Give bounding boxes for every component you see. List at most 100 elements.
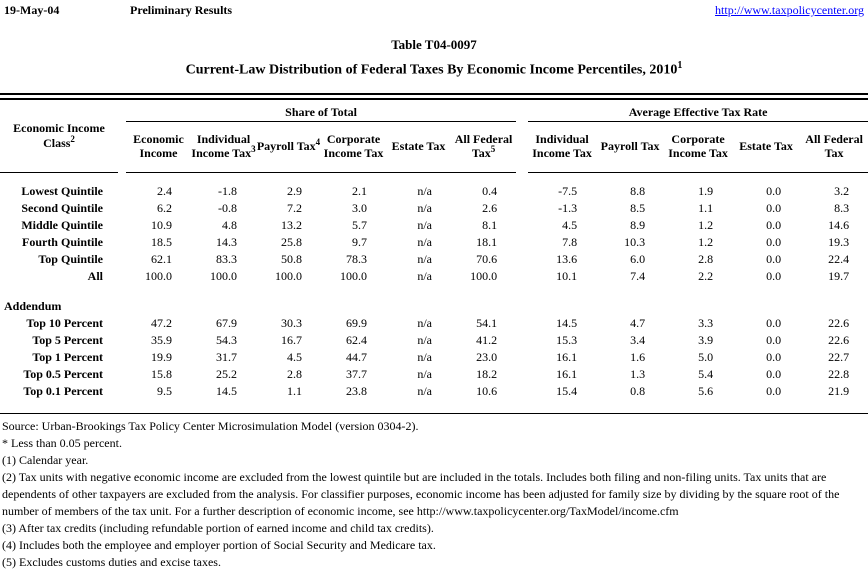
data-cell-rate: 21.9 xyxy=(828,383,850,398)
data-cell-rate: 8.5 xyxy=(630,200,646,215)
data-cell-rate: 2.8 xyxy=(698,251,714,266)
data-cell-rate: 22.6 xyxy=(828,315,850,330)
footnote: Source: Urban-Brookings Tax Policy Cente… xyxy=(2,418,419,433)
data-cell-rate: 0.0 xyxy=(766,234,782,249)
data-cell-rate: 3.2 xyxy=(834,183,850,198)
data-cell-rate: 3.9 xyxy=(698,332,714,347)
data-cell-share: 10.6 xyxy=(476,383,498,398)
row-label: Top 0.5 Percent xyxy=(23,366,103,381)
data-cell-rate: 15.4 xyxy=(556,383,578,398)
data-cell-rate: -7.5 xyxy=(558,183,578,198)
data-cell-rate: 3.3 xyxy=(698,315,714,330)
gap-cell xyxy=(516,349,528,366)
data-cell-share: 25.8 xyxy=(281,234,302,249)
data-cell-rate: 19.3 xyxy=(828,234,850,249)
data-cell-share: 2.1 xyxy=(352,183,367,198)
column-header: Economic Income xyxy=(126,121,191,173)
data-cell-share: 18.2 xyxy=(476,366,498,381)
row-header-economic-income-class: Economic Income Class2 xyxy=(0,99,118,173)
data-cell-rate: 22.8 xyxy=(828,366,850,381)
data-cell-share: 83.3 xyxy=(216,251,237,266)
data-cell-share: 4.8 xyxy=(222,217,237,232)
site-url-link[interactable]: http://www.taxpolicycenter.org xyxy=(715,3,864,17)
footnote: * Less than 0.05 percent. xyxy=(2,435,122,450)
data-cell-share: 41.2 xyxy=(476,332,498,347)
data-cell-share: 62.1 xyxy=(151,251,172,266)
group-header-share-of-total: Share of Total xyxy=(126,99,517,122)
data-cell-share: 67.9 xyxy=(216,315,237,330)
data-cell-share: 54.3 xyxy=(216,332,237,347)
data-cell-share: 2.9 xyxy=(287,183,302,198)
data-cell-rate: 5.0 xyxy=(698,349,714,364)
table-row: Top 1 Percent 19.9 31.7 4.5 44.7 n/a 23.0 16.1 1… xyxy=(0,349,868,366)
data-cell-share: 100.0 xyxy=(210,268,237,283)
data-cell-rate: 10.1 xyxy=(556,268,578,283)
column-header: Corporate Income Tax xyxy=(664,121,733,173)
data-cell-rate: 1.9 xyxy=(698,183,714,198)
date-label: 19-May-04 xyxy=(4,3,60,17)
data-cell-share: 47.2 xyxy=(151,315,172,330)
gap-cell xyxy=(516,315,528,332)
data-cell-share: 50.8 xyxy=(281,251,302,266)
data-cell-share: 35.9 xyxy=(151,332,172,347)
row-label: Lowest Quintile xyxy=(21,183,103,198)
data-cell-share: 19.9 xyxy=(151,349,172,364)
gap-cell xyxy=(118,183,126,200)
data-cell-share: 1.1 xyxy=(287,383,302,398)
gap-cell xyxy=(516,200,528,217)
gap-cell xyxy=(118,251,126,268)
gap-cell xyxy=(118,268,126,285)
footnote: (5) Excludes customs duties and excise t… xyxy=(2,554,221,569)
data-cell-share: 7.2 xyxy=(287,200,302,215)
table-title-superscript: 1 xyxy=(677,60,683,71)
data-cell-share: 100.0 xyxy=(470,268,498,283)
data-cell-rate: 0.0 xyxy=(766,200,782,215)
data-cell-rate: 8.8 xyxy=(630,183,646,198)
column-header: Corporate Income Tax xyxy=(321,121,386,173)
column-header: All Federal Tax xyxy=(800,121,868,173)
table-row: Fourth Quintile 18.5 14.3 25.8 9.7 n/a 18.1 7.8… xyxy=(0,234,868,251)
data-cell-share: n/a xyxy=(417,366,432,381)
data-cell-share: 9.5 xyxy=(157,383,172,398)
table-header: Economic Income Class2 Share of Total Aver… xyxy=(0,99,868,173)
gap-cell xyxy=(118,315,126,332)
data-cell-rate: 0.0 xyxy=(766,183,782,198)
top-double-rule xyxy=(0,92,868,100)
data-cell-share: 100.0 xyxy=(340,268,367,283)
data-cell-rate: 14.5 xyxy=(556,315,578,330)
data-cell-share: 10.9 xyxy=(151,217,172,232)
gap-cell xyxy=(118,332,126,349)
column-header: Payroll Tax xyxy=(596,121,665,173)
data-cell-share: 5.7 xyxy=(352,217,367,232)
column-header-text: Payroll Tax xyxy=(256,138,316,153)
spacer-cell xyxy=(0,172,868,183)
row-label: Top 10 Percent xyxy=(26,315,103,330)
data-cell-rate: -1.3 xyxy=(558,200,578,215)
table-row: Top 10 Percent 47.2 67.9 30.3 69.9 n/a 54.1 14.… xyxy=(0,315,868,332)
data-cell-share: 18.5 xyxy=(151,234,172,249)
top-bar: 19-May-04 Preliminary Results http://www… xyxy=(0,0,868,20)
column-header: Payroll Tax4 xyxy=(256,121,321,173)
addendum-heading-row: Addendum xyxy=(0,298,868,315)
data-cell-share: 37.7 xyxy=(346,366,367,381)
data-cell-rate: 7.4 xyxy=(630,268,646,283)
data-cell-share: 23.0 xyxy=(476,349,498,364)
table-row: Top 5 Percent 35.9 54.3 16.7 62.4 n/a 41.2 15.3… xyxy=(0,332,868,349)
column-header: Individual Income Tax3 xyxy=(191,121,256,173)
data-cell-rate: 14.6 xyxy=(828,217,850,232)
data-cell-share: n/a xyxy=(417,383,432,398)
data-cell-share: n/a xyxy=(417,251,432,266)
data-cell-rate: 0.0 xyxy=(766,251,782,266)
table-row: Top Quintile 62.1 83.3 50.8 78.3 n/a 70.6 13.6 6… xyxy=(0,251,868,268)
data-cell-rate: 0.0 xyxy=(766,315,782,330)
data-cell-share: 100.0 xyxy=(145,268,172,283)
spacer-row xyxy=(0,285,868,298)
data-cell-rate: 0.0 xyxy=(766,349,782,364)
data-cell-rate: 1.2 xyxy=(698,217,714,232)
table-row: All 100.0 100.0 100.0 100.0 n/a 100.0 10.1 7.4 2.… xyxy=(0,268,868,285)
gap-column xyxy=(118,100,126,173)
data-cell-rate: 8.9 xyxy=(630,217,646,232)
data-cell-rate: 19.7 xyxy=(828,268,850,283)
column-header-text: Individual Income Tax xyxy=(532,131,592,160)
